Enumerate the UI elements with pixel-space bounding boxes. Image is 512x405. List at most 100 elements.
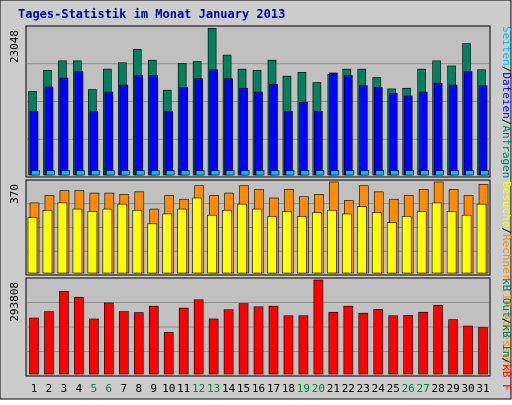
y-max-label: 23048 (8, 30, 21, 63)
bar-besuche (72, 208, 83, 274)
bar-seiten (210, 170, 220, 176)
chart-title: Tages-Statistik im Monat January 2013 (18, 7, 285, 21)
legend: kB Out/kB In/kB F (500, 278, 512, 391)
bar-dateien (134, 75, 144, 176)
legend-separator: / (500, 227, 512, 234)
bar-dateien (44, 86, 54, 176)
bar-seiten (180, 170, 190, 176)
x-tick-label: 24 (372, 382, 386, 395)
bar-besuche (476, 203, 487, 274)
x-axis-labels: 1 2 3 4 5 6 7 8 9 10 11 12 13 14 15 16 17 18 19 20 21 22 23 24 2… (31, 382, 490, 395)
legend-entry: kB F (500, 364, 512, 391)
bar-kb-f (403, 315, 413, 375)
bar-dateien (194, 78, 203, 176)
bar-kb-f (373, 309, 384, 375)
bar-dateien (149, 75, 159, 176)
bar-seiten (420, 170, 429, 176)
bar-kb-f (208, 318, 219, 375)
panel-1: 23048 Seiten/Dateien/Anfragen (8, 25, 512, 178)
bar-seiten (195, 170, 205, 176)
x-tick-label: 9 (150, 382, 157, 395)
bar-seiten (225, 170, 235, 176)
bar-dateien (463, 71, 473, 176)
x-tick-label: 11 (177, 382, 190, 395)
x-tick-label: 18 (282, 382, 295, 395)
legend-entry: Anfragen (500, 125, 512, 178)
bar-besuche (356, 206, 367, 274)
bar-kb-f (59, 291, 69, 375)
bar-besuche (87, 211, 98, 274)
bar-besuche (177, 208, 187, 274)
x-tick-label: 30 (461, 382, 474, 395)
bar-kb-f (463, 325, 473, 375)
bar-kb-f (343, 305, 354, 375)
bar-kb-f (44, 311, 54, 375)
bar-besuche (267, 216, 277, 274)
x-tick-label: 23 (357, 382, 370, 395)
bar-dateien (478, 85, 488, 176)
bar-seiten (121, 170, 130, 176)
bar-besuche (431, 202, 442, 274)
x-tick-label: 19 (297, 382, 310, 395)
bar-seiten (375, 170, 385, 176)
x-tick-label: 20 (312, 382, 325, 395)
legend-entry: Rechner (IP-Adressen) (500, 234, 512, 373)
bar-besuche (237, 203, 247, 274)
bar-dateien (403, 95, 413, 176)
bar-seiten (135, 170, 145, 176)
bar-besuche (401, 216, 412, 274)
x-tick-label: 31 (476, 382, 489, 395)
x-tick-label: 17 (267, 382, 280, 395)
legend-entry: kB Out (500, 278, 512, 318)
legend: Besuche/Rechner (IP-Adressen) (500, 181, 512, 373)
bar-kb-f (433, 304, 443, 375)
bar-seiten (465, 170, 474, 176)
bar-seiten (165, 170, 175, 176)
bar-besuche (297, 216, 307, 274)
bar-kb-f (119, 311, 129, 375)
legend: Seiten/Dateien/Anfragen (500, 26, 512, 178)
bar-dateien (448, 84, 458, 176)
bar-dateien (29, 110, 39, 176)
bar-seiten (405, 170, 414, 176)
bar-dateien (59, 77, 69, 176)
bar-kb-f (313, 279, 324, 375)
bar-dateien (209, 69, 218, 176)
bar-besuche (371, 212, 382, 274)
legend-entry: Seiten (500, 26, 512, 66)
x-tick-label: 22 (342, 382, 355, 395)
bar-dateien (269, 84, 278, 176)
bar-kb-f (163, 332, 174, 375)
bar-besuche (327, 209, 337, 274)
x-tick-label: 2 (46, 382, 53, 395)
bar-besuche (27, 217, 38, 274)
bar-dateien (284, 110, 293, 176)
x-tick-label: 26 (402, 382, 415, 395)
bar-seiten (61, 170, 70, 176)
bar-besuche (386, 222, 397, 274)
bar-dateien (104, 91, 114, 176)
bar-dateien (373, 87, 383, 176)
bar-kb-f (478, 327, 488, 375)
x-tick-label: 6 (106, 382, 113, 395)
x-tick-label: 27 (417, 382, 430, 395)
bar-seiten (300, 170, 310, 176)
bar-seiten (345, 170, 355, 176)
panel-2: 370 Besuche/Rechner (IP-Adressen) (8, 179, 512, 373)
x-tick-label: 14 (222, 382, 236, 395)
bar-besuche (132, 209, 143, 274)
bar-seiten (480, 170, 489, 176)
bar-dateien (329, 72, 338, 176)
bar-seiten (76, 170, 85, 176)
bar-seiten (106, 170, 115, 176)
x-tick-label: 29 (446, 382, 459, 395)
bar-kb-f (298, 315, 309, 375)
bar-besuche (461, 214, 472, 274)
bar-besuche (312, 212, 322, 274)
bar-kb-f (253, 306, 264, 375)
bar-dateien (299, 101, 308, 176)
x-tick-label: 4 (76, 382, 83, 395)
x-tick-label: 13 (207, 382, 220, 395)
x-tick-label: 3 (61, 382, 68, 395)
